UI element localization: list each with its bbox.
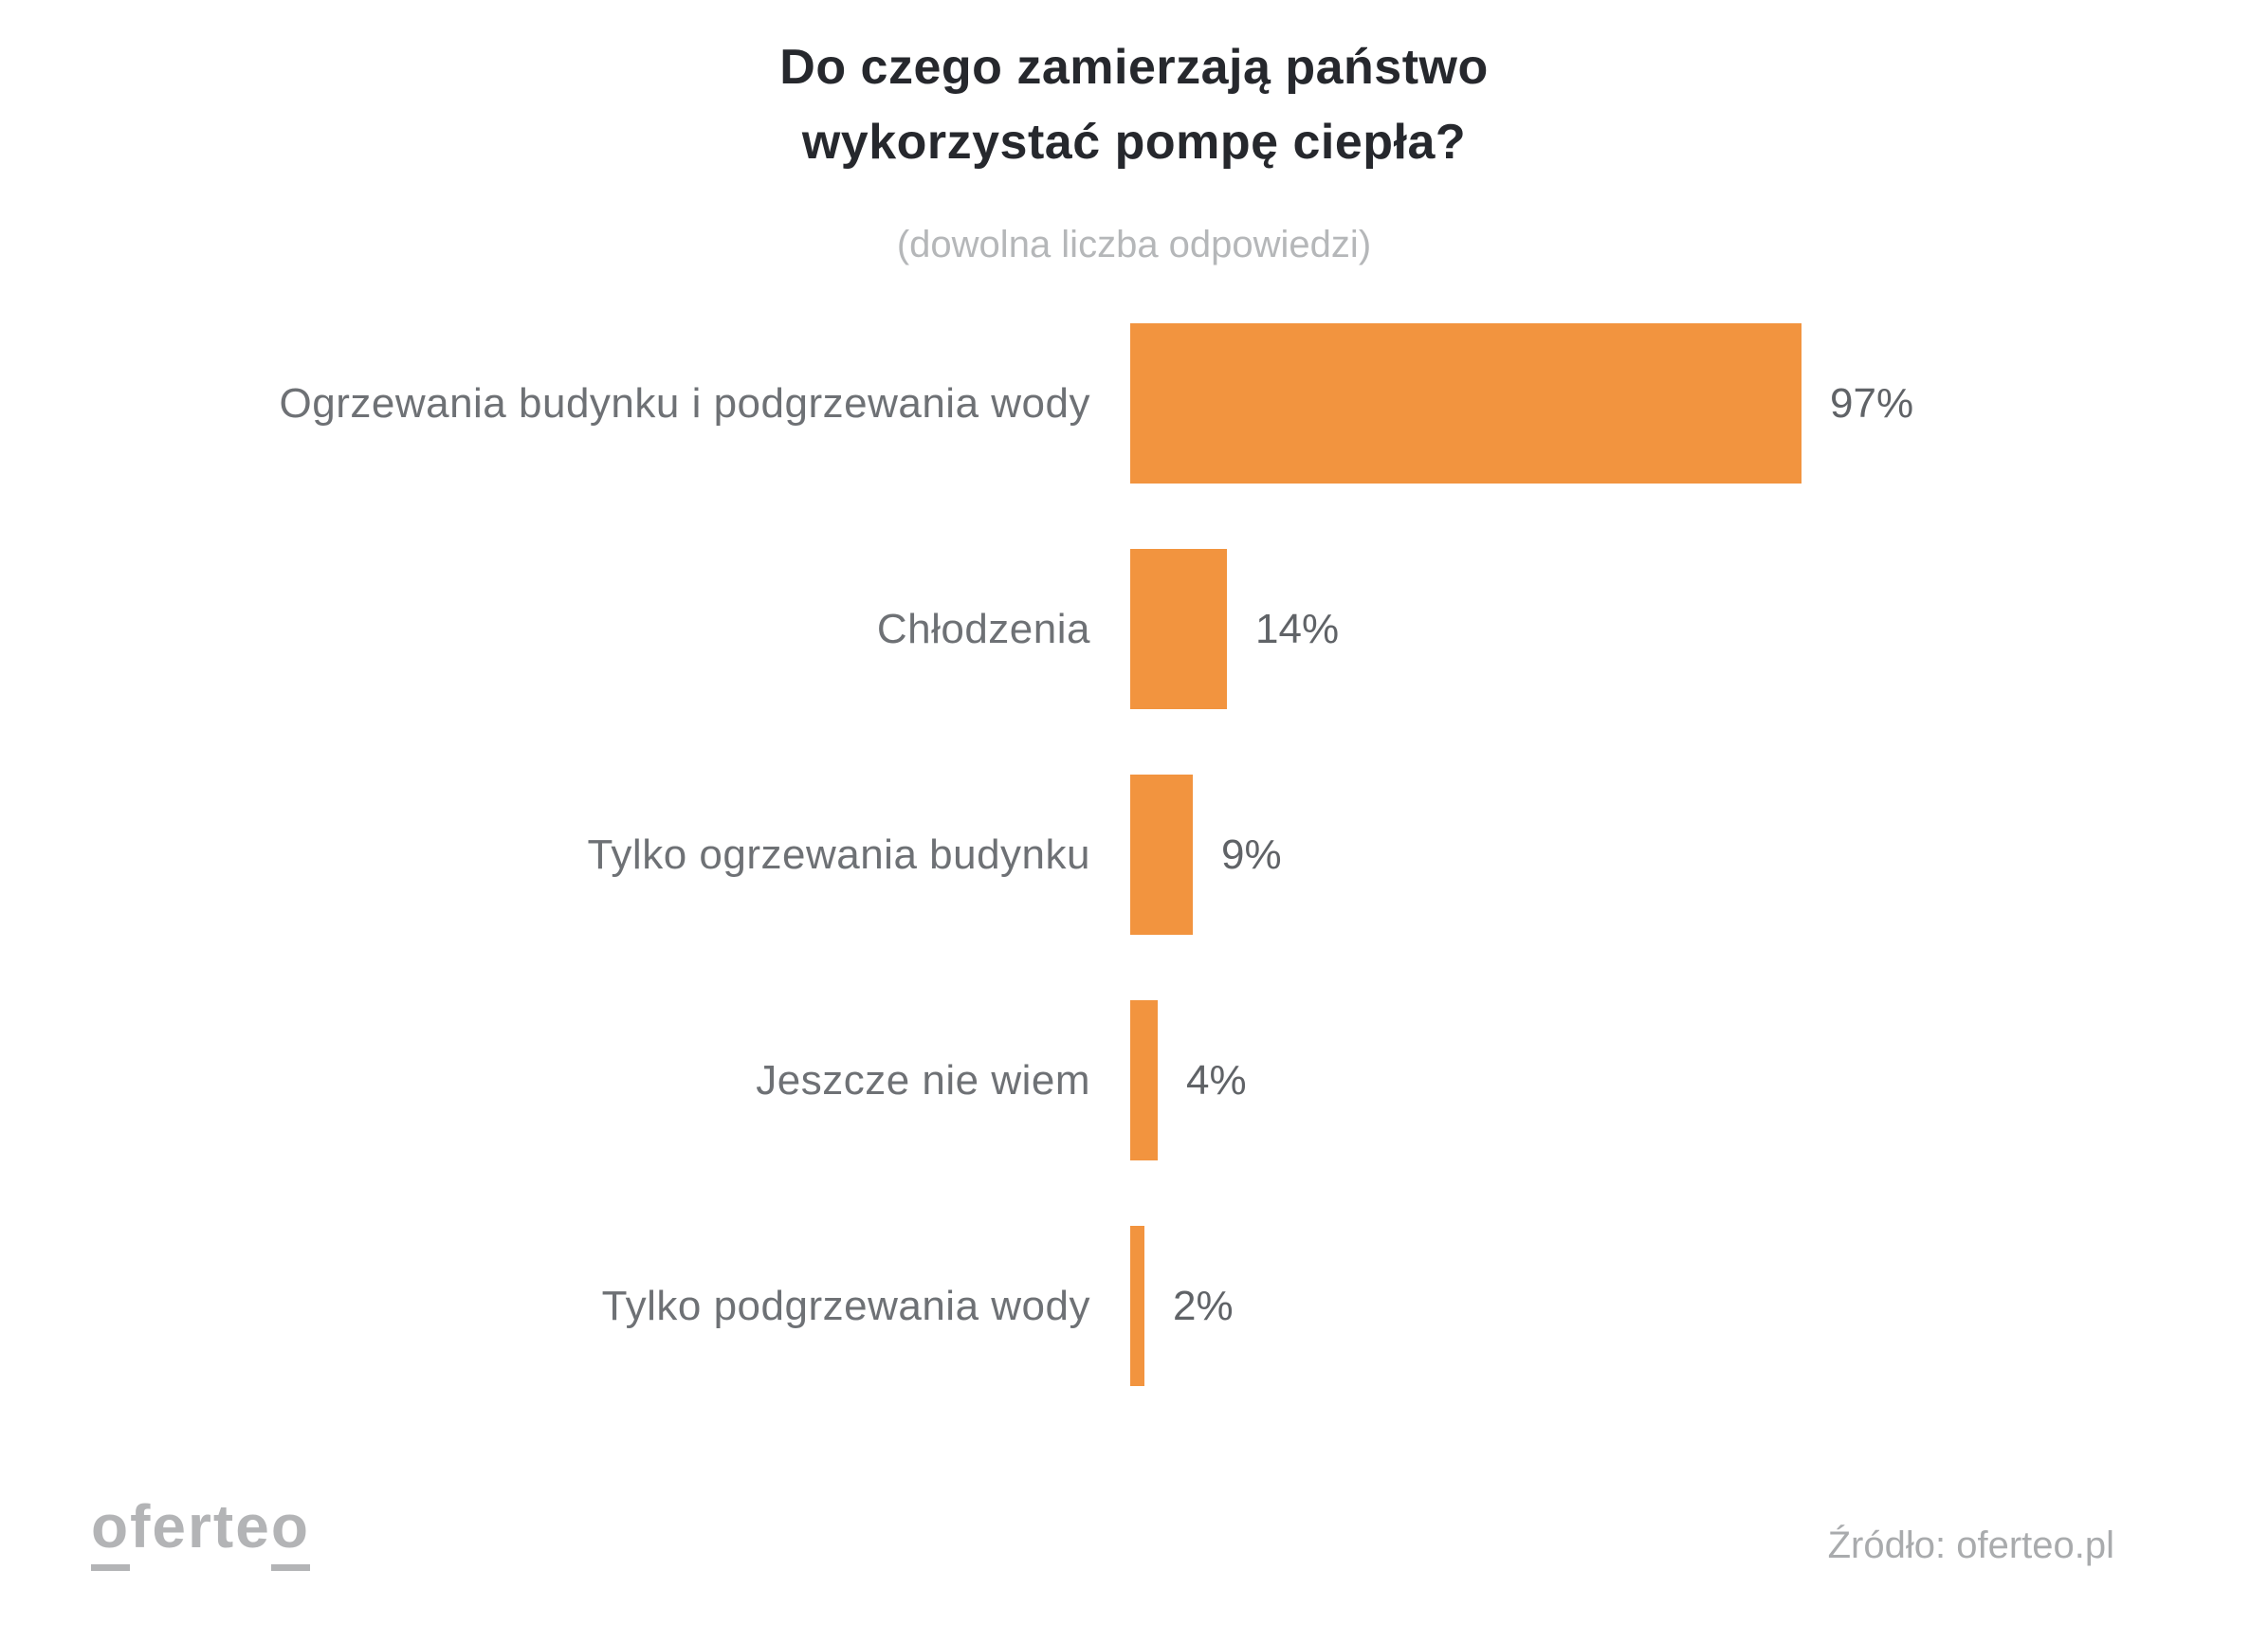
bar-category-label: Ogrzewania budynku i podgrzewania wody bbox=[279, 379, 1090, 427]
bar-value-label: 2% bbox=[1173, 1282, 1234, 1329]
chart-title-line1: Do czego zamierzają państwo bbox=[779, 40, 1489, 95]
bar-chart: Ogrzewania budynku i podgrzewania wody 97… bbox=[0, 323, 2268, 1386]
chart-row: Chłodzenia 14% bbox=[0, 549, 2268, 709]
bar bbox=[1130, 1000, 1158, 1160]
bar-category-label: Jeszcze nie wiem bbox=[756, 1056, 1090, 1104]
bar-category-label: Chłodzenia bbox=[876, 605, 1090, 652]
chart-row: Jeszcze nie wiem 4% bbox=[0, 1000, 2268, 1160]
bar bbox=[1130, 323, 1802, 484]
chart-title-line2: wykorzystać pompę ciepła? bbox=[801, 115, 1467, 170]
bar-value-label: 14% bbox=[1255, 605, 1340, 652]
oferteo-logo: oferteo bbox=[91, 1496, 310, 1571]
chart-row: Tylko ogrzewania budynku 9% bbox=[0, 775, 2268, 935]
bar-value-label: 4% bbox=[1186, 1056, 1247, 1104]
bar-category-label: Tylko ogrzewania budynku bbox=[587, 831, 1090, 878]
logo-letters-middle: ferte bbox=[130, 1492, 271, 1561]
bar-value-label: 97% bbox=[1830, 379, 1914, 427]
chart-subtitle: (dowolna liczba odpowiedzi) bbox=[896, 224, 1372, 265]
chart-row: Tylko podgrzewania wody 2% bbox=[0, 1226, 2268, 1386]
logo-letter-last: o bbox=[270, 1496, 310, 1571]
bar-value-label: 9% bbox=[1221, 831, 1282, 878]
chart-row: Ogrzewania budynku i podgrzewania wody 97… bbox=[0, 323, 2268, 484]
bar bbox=[1130, 1226, 1144, 1386]
chart-title: Do czego zamierzają państwo wykorzystać … bbox=[0, 30, 2268, 180]
logo-letter-first: o bbox=[91, 1496, 131, 1571]
bar-category-label: Tylko podgrzewania wody bbox=[601, 1282, 1090, 1329]
bar bbox=[1130, 549, 1227, 709]
source-attribution: Źródło: oferteo.pl bbox=[1827, 1524, 2114, 1566]
bar bbox=[1130, 775, 1193, 935]
